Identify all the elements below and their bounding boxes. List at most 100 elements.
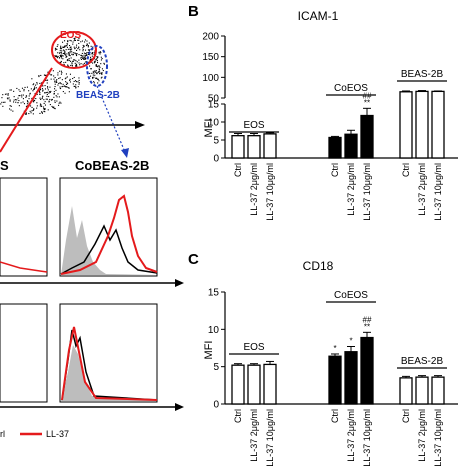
scatter-dot (65, 55, 67, 57)
scatter-dot (61, 50, 63, 52)
scatter-dot (61, 79, 63, 81)
scatter-dot (19, 95, 21, 97)
x-tick-label: Ctrl (233, 163, 243, 177)
group-label: EOS (243, 342, 264, 353)
scatter-dot (64, 53, 66, 55)
scatter-dot (69, 51, 71, 53)
significance-label: ** (364, 98, 370, 107)
scatter-dot (41, 88, 43, 90)
scatter-dot (98, 70, 100, 72)
scatter-dot (66, 60, 68, 62)
scatter-dot (38, 90, 40, 92)
scatter-dot (61, 53, 63, 55)
y-tick-label: 5 (213, 362, 219, 373)
scatter-dot (25, 96, 27, 98)
scatter-dot (44, 85, 46, 87)
scatter-dot (71, 53, 73, 55)
scatter-dot (43, 102, 45, 104)
scatter-dot (61, 86, 63, 88)
scatter-dot (22, 98, 24, 100)
scatter-dot (59, 48, 61, 50)
scatter-dot (29, 93, 31, 95)
bar (328, 136, 342, 159)
scatter-dot (33, 109, 35, 111)
scatter-dot (92, 62, 94, 64)
scatter-dot (64, 40, 66, 42)
scatter-dot (90, 68, 92, 70)
scatter-dot (65, 45, 67, 47)
scatter-dot (85, 49, 87, 51)
scatter-dot (60, 54, 62, 56)
scatter-dot (34, 87, 36, 89)
scatter-dot (36, 105, 38, 107)
eos-arrow (0, 67, 53, 153)
scatter-dot (56, 56, 58, 58)
scatter-dot (70, 64, 72, 66)
scatter-dot (65, 49, 67, 51)
scatter-dot (89, 65, 91, 67)
scatter-dot (42, 89, 44, 91)
scatter-dot (76, 44, 78, 46)
scatter-dot (54, 100, 56, 102)
scatter-dot (16, 99, 18, 101)
scatter-dot (48, 92, 50, 94)
scatter-dot (23, 90, 25, 92)
panel-b-title: ICAM-1 (298, 9, 339, 23)
scatter-dot (30, 88, 32, 90)
significance-label: ** (364, 322, 370, 331)
y-tick-label: 150 (202, 52, 219, 63)
scatter-dot (28, 95, 30, 97)
scatter-dot (44, 108, 46, 110)
scatter-dot (28, 90, 30, 92)
scatter-dot (78, 79, 80, 81)
scatter-dot (46, 91, 48, 93)
scatter-dot (75, 84, 77, 86)
scatter-dot (61, 56, 63, 58)
scatter-dot (10, 109, 12, 111)
bar (431, 376, 445, 405)
scatter-dot (73, 38, 75, 40)
x-tick-label: LL-37 10μg/ml (362, 409, 372, 467)
scatter-dot (44, 101, 46, 103)
beas-arrow-head (121, 148, 129, 158)
scatter-dot (82, 57, 84, 59)
scatter-dot (84, 41, 86, 43)
scatter-dot (87, 45, 89, 47)
scatter-dot (92, 74, 94, 76)
scatter-dot (71, 65, 73, 67)
scatter-dot (69, 79, 71, 81)
scatter-dot (85, 54, 87, 56)
scatter-dot (43, 99, 45, 101)
scatter-dot (55, 89, 57, 91)
scatter-dot (65, 77, 67, 79)
histogram-axis-arrow-1 (175, 279, 184, 287)
scatter-dot (69, 81, 71, 83)
scatter-dot (69, 55, 71, 57)
bar (360, 336, 374, 405)
panel-b-letter: B (188, 3, 199, 20)
scatter-dot (41, 112, 43, 114)
scatter-dot (77, 48, 79, 50)
bar (263, 363, 277, 405)
scatter-dot (65, 56, 67, 58)
scatter-dot (6, 93, 8, 95)
scatter-dot (51, 99, 53, 101)
scatter-dot (22, 94, 24, 96)
scatter-dot (63, 64, 65, 66)
scatter-dot (41, 96, 43, 98)
bar (360, 114, 374, 159)
scatter-dot (69, 52, 71, 54)
scatter-dot (97, 82, 99, 84)
scatter-dot (57, 93, 59, 95)
scatter-dot (60, 55, 62, 57)
scatter-dot (13, 90, 15, 92)
scatter-dot (68, 87, 70, 89)
scatter-dot (44, 74, 46, 76)
scatter-dot (45, 98, 47, 100)
scatter-dot (92, 46, 94, 48)
scatter-dot (82, 63, 84, 65)
scatter-dot (59, 70, 61, 72)
scatter-dot (59, 50, 61, 52)
scatter-dot (82, 44, 84, 46)
x-tick-label: LL-37 2μg/ml (346, 163, 356, 216)
